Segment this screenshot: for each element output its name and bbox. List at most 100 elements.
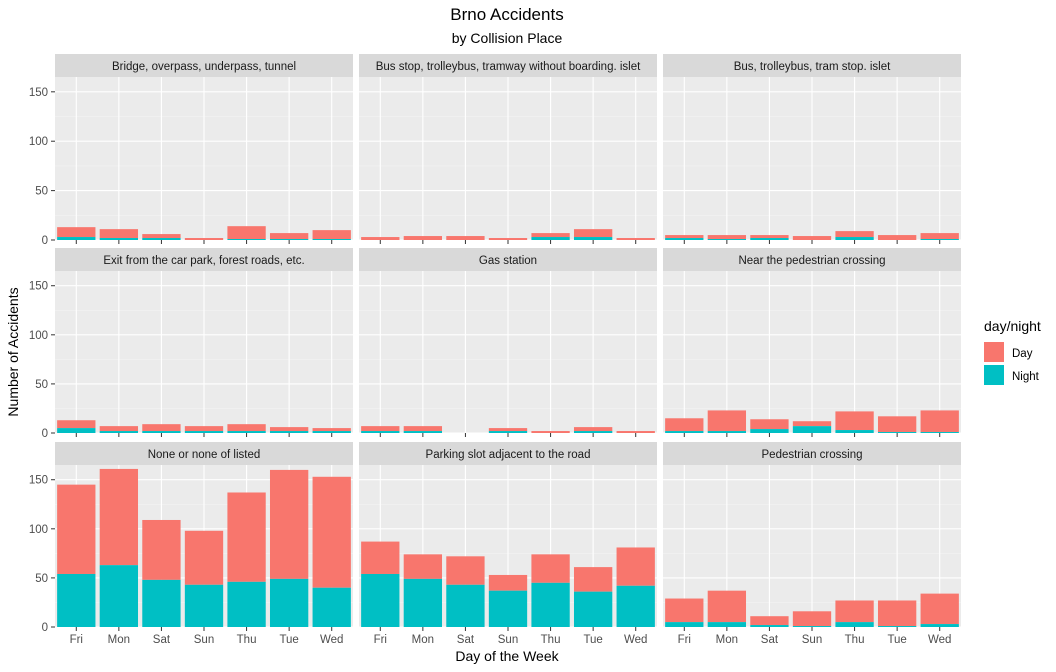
bar-day-sat xyxy=(446,556,485,585)
x-tick-label-wed: Wed xyxy=(320,634,343,646)
bar-day-mon xyxy=(707,590,747,623)
facet-strip xyxy=(663,442,961,465)
y-tick-label: 0 xyxy=(42,235,48,247)
bar-night-fri xyxy=(665,622,704,627)
bar-night-thu xyxy=(227,581,266,627)
bar-night-mon xyxy=(99,565,139,627)
bar-day-thu xyxy=(227,226,266,240)
x-tick-label-fri: Fri xyxy=(678,634,691,646)
x-tick-label-thu: Thu xyxy=(237,634,257,646)
bar-day-tue xyxy=(877,416,917,433)
bar-day-wed xyxy=(920,233,959,240)
facet-exit-from-the-car-park-forest-roads-etc: Exit from the car park, forest roads, et… xyxy=(29,248,353,440)
legend-label-night: Night xyxy=(1012,371,1040,383)
facet-strip xyxy=(359,248,657,271)
bar-day-tue xyxy=(269,233,309,240)
bar-night-fri xyxy=(57,573,96,627)
bar-day-fri xyxy=(361,426,400,432)
bar-day-fri xyxy=(361,541,400,574)
bar-day-wed xyxy=(616,547,655,586)
bar-night-sun xyxy=(792,426,832,433)
bar-night-mon xyxy=(99,431,139,433)
bar-day-mon xyxy=(403,554,443,579)
bar-night-sat xyxy=(142,431,181,433)
chart-subtitle: by Collision Place xyxy=(452,30,563,46)
y-tick-label: 50 xyxy=(35,379,48,391)
bar-day-thu xyxy=(531,554,570,583)
bar-night-mon xyxy=(707,622,747,627)
bar-night-fri xyxy=(361,431,400,433)
facet-strip xyxy=(55,248,353,271)
bar-day-sat xyxy=(446,236,485,240)
bar-day-wed xyxy=(312,428,351,432)
bar-day-sat xyxy=(750,235,789,239)
bar-night-sun xyxy=(792,626,832,627)
legend-label-day: Day xyxy=(1012,348,1033,360)
bar-day-sun xyxy=(184,238,224,240)
x-tick-label-tue: Tue xyxy=(279,634,298,646)
x-tick-label-sat: Sat xyxy=(761,634,779,646)
bar-night-mon xyxy=(99,238,139,240)
bar-day-sun xyxy=(184,426,224,432)
bar-night-fri xyxy=(361,573,400,627)
bar-night-tue xyxy=(269,239,309,240)
bar-day-sun xyxy=(792,611,832,627)
bar-day-sun xyxy=(792,421,832,427)
legend: day/night Day Night xyxy=(984,318,1041,385)
facet-panels: Bridge, overpass, underpass, tunnel 0 50 10… xyxy=(29,54,961,646)
bar-day-sun xyxy=(792,236,832,240)
bar-night-thu xyxy=(227,431,266,433)
y-tick-label: 100 xyxy=(29,524,48,536)
facet-strip xyxy=(359,54,657,77)
bar-day-tue xyxy=(573,427,613,432)
x-tick-label-wed: Wed xyxy=(624,634,647,646)
bar-night-thu xyxy=(835,622,874,627)
bar-night-tue xyxy=(573,591,613,627)
x-tick-label-sun: Sun xyxy=(194,634,214,646)
bar-night-sun xyxy=(184,584,224,627)
facet-bridge-overpass-underpass-tunnel: Bridge, overpass, underpass, tunnel 0 50 10… xyxy=(29,54,353,247)
bar-day-wed xyxy=(616,238,655,240)
bar-night-tue xyxy=(573,237,613,240)
bar-day-mon xyxy=(99,426,139,432)
bar-night-tue xyxy=(877,626,917,627)
y-tick-label: 0 xyxy=(42,428,48,440)
facet-parking-slot-adjacent-to-the-road: Parking slot adjacent to the road Fri Mon S… xyxy=(359,442,657,646)
bar-day-fri xyxy=(665,418,704,432)
bar-night-wed xyxy=(920,432,959,433)
x-tick-label-tue: Tue xyxy=(887,634,906,646)
bar-night-thu xyxy=(531,237,570,240)
x-tick-label-thu: Thu xyxy=(541,634,561,646)
bar-day-sat xyxy=(142,424,181,432)
facet-strip-label: None or none of listed xyxy=(148,449,261,461)
bar-night-fri xyxy=(57,237,96,240)
bar-day-fri xyxy=(665,598,704,623)
bar-day-fri xyxy=(361,237,400,240)
bar-day-sun xyxy=(488,428,528,432)
bar-day-fri xyxy=(57,420,96,429)
bar-day-mon xyxy=(707,235,747,240)
x-tick-label-mon: Mon xyxy=(108,634,130,646)
y-tick-label: 100 xyxy=(29,136,48,148)
bar-day-wed xyxy=(312,230,351,240)
bar-night-fri xyxy=(665,238,704,240)
bar-night-sat xyxy=(750,429,789,433)
facet-strip-label: Parking slot adjacent to the road xyxy=(426,449,591,461)
bar-day-mon xyxy=(99,468,139,566)
bar-day-sat xyxy=(750,616,789,626)
bar-night-wed xyxy=(312,431,351,433)
x-tick-label-sun: Sun xyxy=(498,634,518,646)
x-tick-label-fri: Fri xyxy=(374,634,387,646)
bar-day-thu xyxy=(227,424,266,432)
bar-day-mon xyxy=(403,426,443,432)
x-tick-label-sun: Sun xyxy=(802,634,822,646)
bar-day-tue xyxy=(877,235,917,240)
x-tick-label-fri: Fri xyxy=(70,634,83,646)
legend-swatch-night xyxy=(984,365,1004,385)
y-tick-label: 50 xyxy=(35,573,48,585)
bar-night-thu xyxy=(835,237,874,240)
bar-night-sat xyxy=(142,238,181,240)
bar-night-sun xyxy=(184,431,224,433)
y-tick-label: 150 xyxy=(29,281,48,293)
bar-day-thu xyxy=(227,492,266,582)
